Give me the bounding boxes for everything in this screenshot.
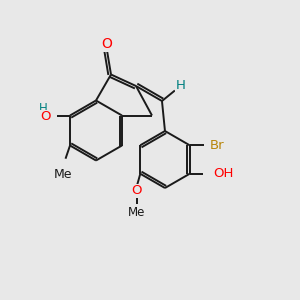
Text: H: H [39, 101, 48, 115]
Text: Me: Me [54, 168, 73, 181]
Text: O: O [40, 110, 51, 124]
Text: Br: Br [210, 139, 225, 152]
Text: O: O [101, 37, 112, 51]
Text: H: H [176, 79, 186, 92]
Text: O: O [131, 184, 142, 197]
Text: OH: OH [213, 167, 233, 180]
Text: Me: Me [128, 206, 146, 219]
